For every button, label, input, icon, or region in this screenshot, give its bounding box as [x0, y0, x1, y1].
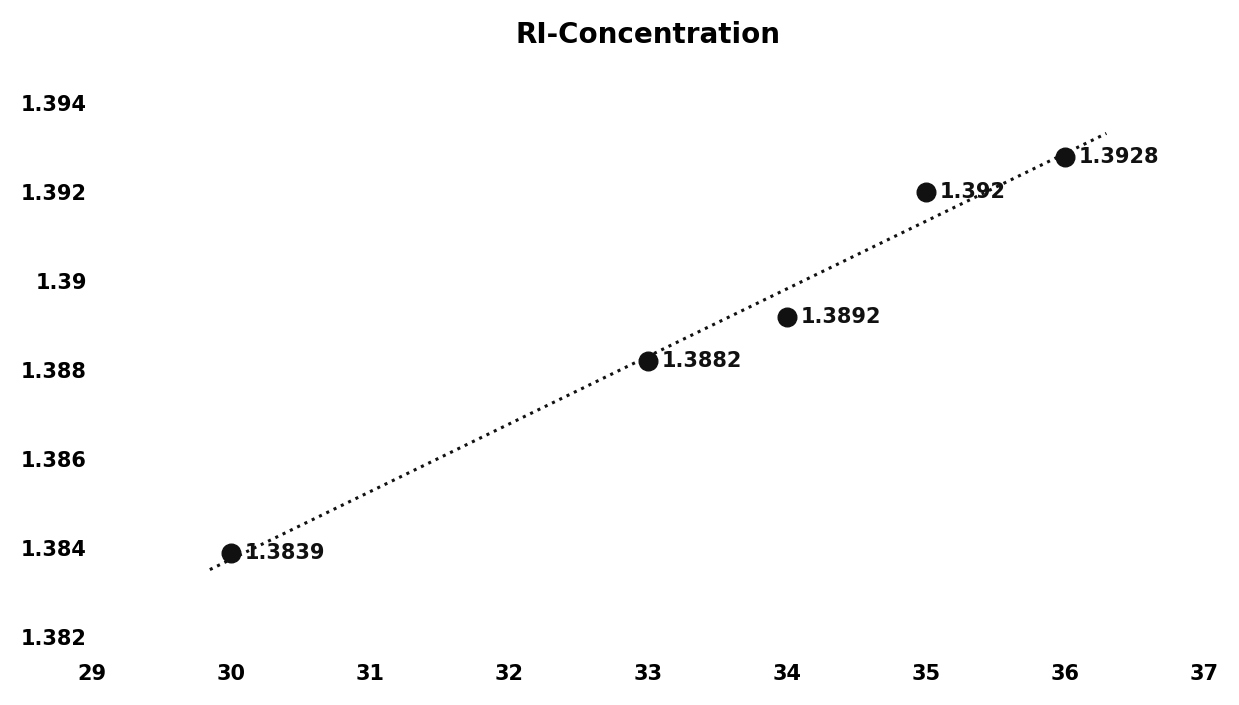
- Text: 1.3882: 1.3882: [662, 351, 742, 372]
- Text: 1.3928: 1.3928: [1079, 147, 1158, 167]
- Point: [1054, 151, 1074, 162]
- Text: 1.392: 1.392: [939, 183, 1006, 202]
- Point: [638, 356, 658, 367]
- Title: RI-Concentration: RI-Concentration: [515, 21, 781, 49]
- Point: [777, 311, 797, 322]
- Point: [221, 547, 240, 558]
- Text: 1.3892: 1.3892: [800, 307, 881, 327]
- Point: [916, 187, 935, 198]
- Text: 1.3839: 1.3839: [244, 543, 325, 563]
